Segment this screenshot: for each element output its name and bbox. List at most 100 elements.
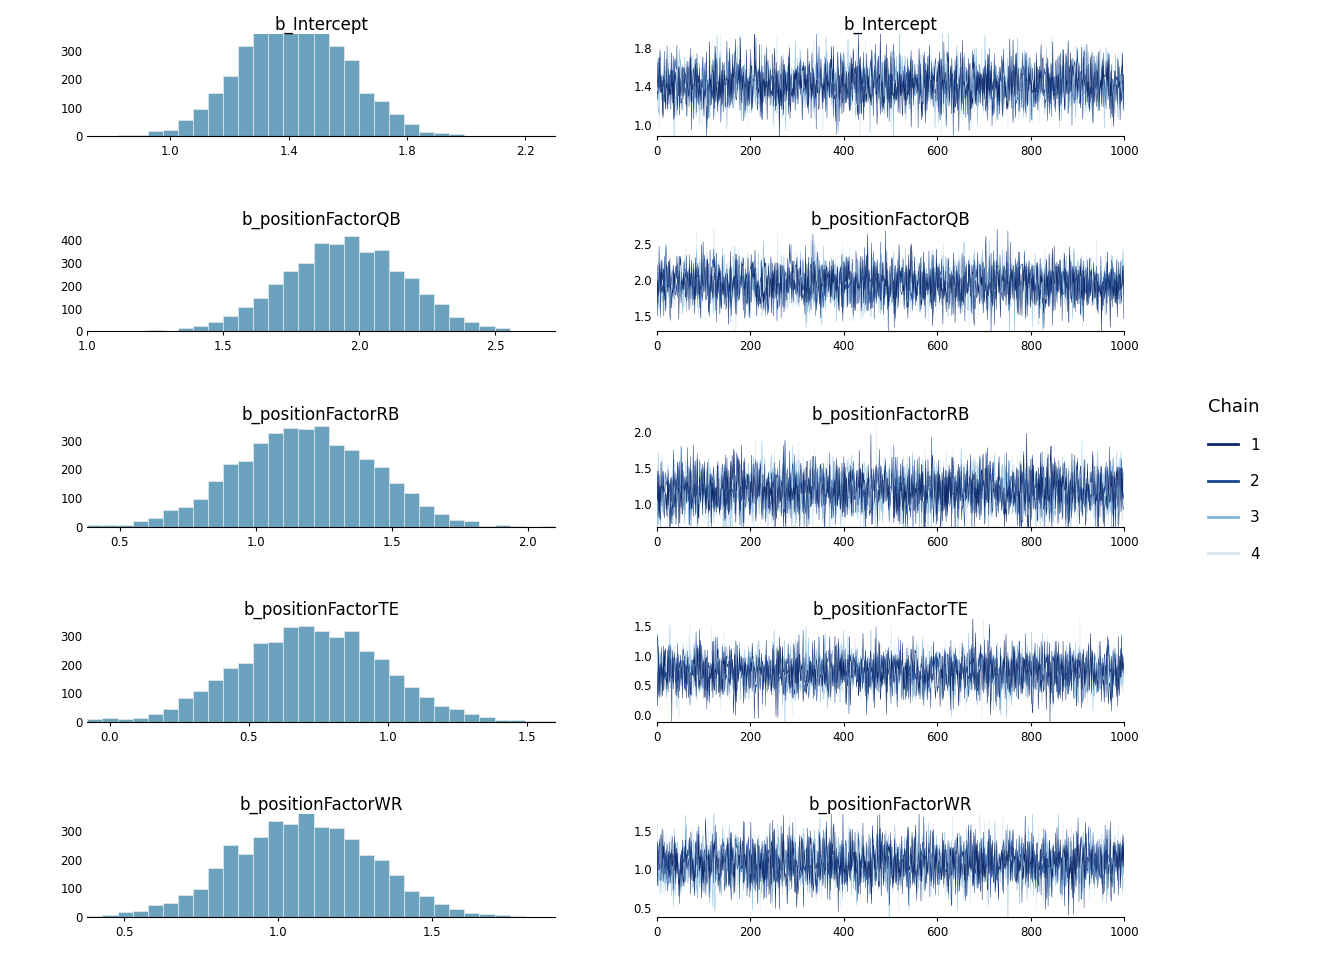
Bar: [449, 317, 465, 331]
Bar: [102, 915, 117, 917]
Bar: [163, 130, 177, 136]
Bar: [194, 109, 208, 136]
Bar: [405, 891, 419, 917]
Bar: [344, 60, 359, 136]
Bar: [313, 22, 329, 136]
Bar: [359, 93, 374, 136]
Bar: [117, 719, 133, 722]
Bar: [359, 855, 374, 917]
Bar: [223, 464, 238, 526]
Bar: [434, 904, 449, 917]
Bar: [208, 681, 223, 722]
Bar: [177, 507, 194, 526]
Bar: [405, 687, 419, 722]
Bar: [495, 525, 509, 526]
Bar: [449, 134, 465, 136]
Bar: [223, 77, 238, 136]
Bar: [284, 271, 298, 331]
Bar: [117, 525, 133, 526]
Bar: [148, 518, 163, 526]
Bar: [253, 299, 269, 331]
Bar: [298, 626, 313, 722]
Bar: [465, 521, 480, 526]
Bar: [495, 328, 509, 331]
Bar: [253, 443, 269, 526]
Bar: [208, 323, 223, 331]
Bar: [374, 660, 388, 722]
Bar: [329, 244, 344, 331]
Bar: [284, 428, 298, 526]
Bar: [359, 651, 374, 722]
Bar: [223, 316, 238, 331]
Title: b_positionFactorTE: b_positionFactorTE: [813, 601, 969, 619]
Bar: [329, 445, 344, 526]
Bar: [329, 46, 344, 136]
Bar: [434, 304, 449, 331]
Bar: [177, 328, 194, 331]
Bar: [223, 668, 238, 722]
Bar: [238, 663, 253, 722]
Title: b_positionFactorQB: b_positionFactorQB: [810, 210, 970, 228]
Bar: [148, 132, 163, 136]
Bar: [238, 461, 253, 526]
Bar: [298, 263, 313, 331]
Bar: [480, 914, 495, 917]
Bar: [177, 698, 194, 722]
Bar: [194, 889, 208, 917]
Title: b_positionFactorWR: b_positionFactorWR: [239, 796, 403, 814]
Bar: [194, 326, 208, 331]
Bar: [374, 467, 388, 526]
Bar: [163, 511, 177, 526]
Bar: [388, 875, 405, 917]
Legend: 1, 2, 3, 4: 1, 2, 3, 4: [1207, 398, 1261, 562]
Bar: [449, 520, 465, 526]
Bar: [148, 905, 163, 917]
Bar: [313, 426, 329, 526]
Bar: [344, 450, 359, 526]
Bar: [509, 720, 524, 722]
Bar: [298, 429, 313, 526]
Bar: [238, 307, 253, 331]
Bar: [465, 714, 480, 722]
Bar: [388, 114, 405, 136]
Bar: [419, 506, 434, 526]
Bar: [313, 632, 329, 722]
Title: b_Intercept: b_Intercept: [274, 15, 368, 34]
Bar: [374, 251, 388, 331]
Bar: [359, 252, 374, 331]
Bar: [133, 134, 148, 136]
Bar: [419, 897, 434, 917]
Bar: [388, 483, 405, 526]
Bar: [495, 720, 509, 722]
Bar: [148, 713, 163, 722]
Bar: [405, 278, 419, 331]
Bar: [148, 330, 163, 331]
Bar: [238, 46, 253, 136]
Bar: [344, 632, 359, 722]
Bar: [87, 525, 102, 526]
Bar: [253, 642, 269, 722]
Bar: [419, 697, 434, 722]
Bar: [298, 812, 313, 917]
Title: b_positionFactorQB: b_positionFactorQB: [241, 210, 401, 228]
Bar: [163, 709, 177, 722]
Bar: [298, 8, 313, 136]
Bar: [133, 521, 148, 526]
Bar: [329, 828, 344, 917]
Bar: [208, 93, 223, 136]
Bar: [133, 910, 148, 917]
Bar: [208, 868, 223, 917]
Title: b_Intercept: b_Intercept: [844, 15, 938, 34]
Bar: [208, 481, 223, 526]
Bar: [359, 459, 374, 526]
Bar: [194, 499, 208, 526]
Bar: [133, 718, 148, 722]
Bar: [480, 717, 495, 722]
Bar: [388, 675, 405, 722]
Bar: [449, 708, 465, 722]
Bar: [102, 525, 117, 526]
Bar: [253, 28, 269, 136]
Bar: [344, 236, 359, 331]
Title: b_positionFactorTE: b_positionFactorTE: [243, 601, 399, 619]
Bar: [284, 627, 298, 722]
